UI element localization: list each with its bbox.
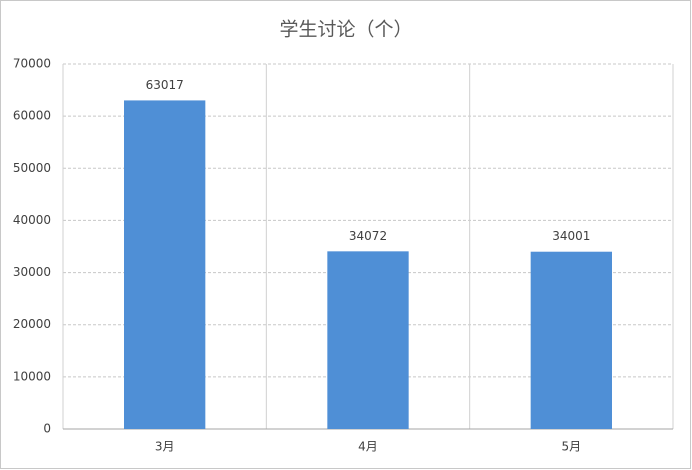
data-label: 34072: [349, 229, 387, 243]
y-tick-label: 50000: [13, 161, 51, 175]
x-tick-label: 4月: [358, 440, 378, 454]
data-label: 34001: [552, 229, 590, 243]
bar: [530, 251, 612, 429]
y-tick-label: 60000: [13, 109, 51, 123]
y-tick-label: 40000: [13, 213, 51, 227]
y-tick-label: 0: [43, 422, 51, 436]
y-tick-label: 70000: [13, 57, 51, 71]
x-tick-label: 5月: [562, 440, 582, 454]
bar: [327, 251, 409, 429]
y-tick-label: 30000: [13, 265, 51, 279]
y-tick-label: 10000: [13, 369, 51, 383]
chart-title: 学生讨论（个）: [279, 19, 412, 41]
data-label: 63017: [146, 78, 184, 92]
bar: [124, 100, 206, 430]
x-tick-label: 3月: [155, 440, 175, 454]
y-tick-label: 20000: [13, 317, 51, 331]
